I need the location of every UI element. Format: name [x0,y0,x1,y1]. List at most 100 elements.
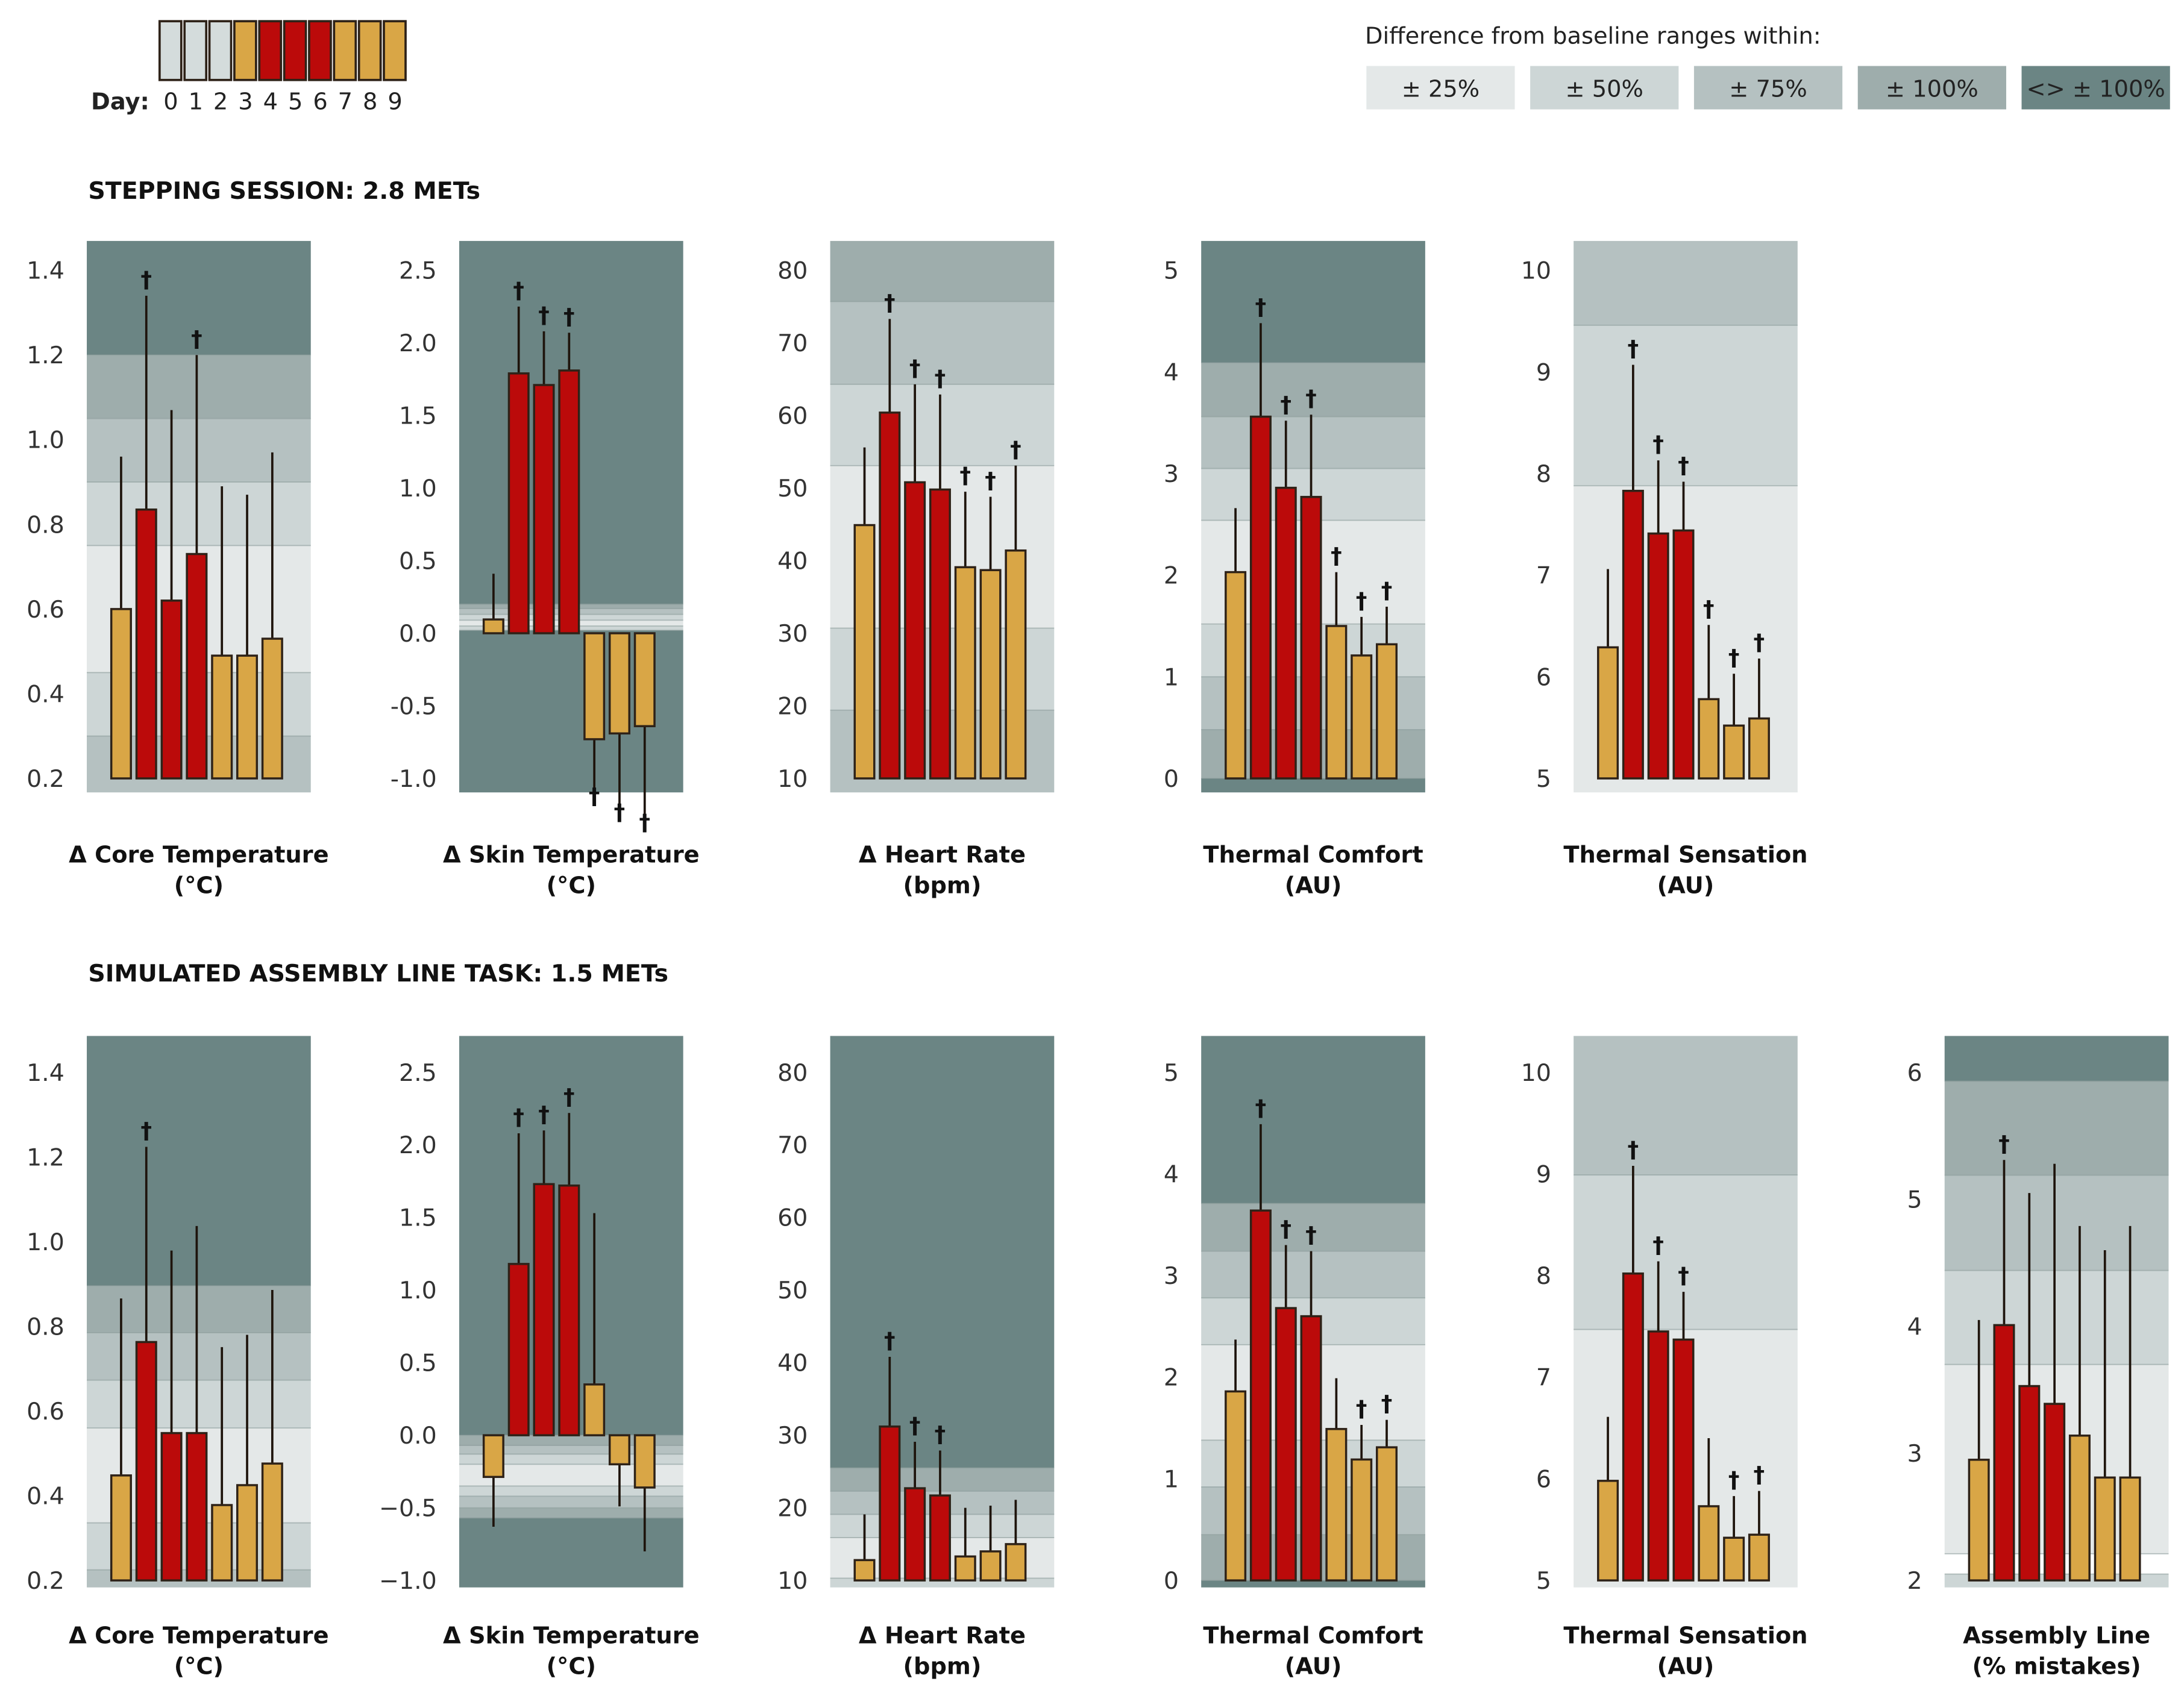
day-swatch [357,20,382,81]
chart-panel: 2.5 2.0 1.5 1.0 0.5 0.0 −0.5 −1.0 † † † Δ Skin Temp… [379,1036,700,1680]
bar-day-7 [1698,1505,1720,1582]
bar-day-5 [160,1432,183,1582]
y-tick-label: 40 [777,1350,808,1377]
chart-title: Δ Core Temperature [69,841,328,868]
y-tick-label: 5 [1907,1186,1922,1214]
bar-day-7 [1698,698,1720,780]
y-tick-label: 2 [1907,1567,1922,1595]
range-band [1944,1036,2169,1081]
y-tick-label: 6 [1536,663,1551,691]
significance-dagger: † [1628,1137,1639,1163]
chart-panel: 10 9 8 7 6 5 † † † † † † Thermal Sensation (AU) [1521,240,1808,899]
bar-day-7 [2068,1435,2091,1582]
bar-day-4 [1622,489,1644,780]
range-band [1201,1036,1425,1204]
bar-day-4 [1622,1272,1644,1582]
y-tick-label: -0.5 [391,692,437,720]
chart-title: Thermal Comfort [1203,1623,1423,1650]
chart-panel: 80 70 60 50 40 30 20 10 † † † Δ Heart Rate (bpm) [777,1036,1055,1680]
day-number: 1 [189,89,203,116]
significance-dagger: † [1255,1095,1267,1121]
y-tick-label: 10 [777,1567,808,1595]
y-tick-label: 0 [1164,1567,1179,1595]
y-tick-label: 1.4 [27,1059,64,1087]
chart-panel: 80 70 60 50 40 30 20 10 † † † † † † Δ Heart Rate (bpm) [777,240,1055,899]
y-tick-label: 0.6 [27,596,64,624]
range-band [87,418,311,483]
bar-day-7 [1325,1428,1348,1582]
y-tick-label: 5 [1164,1059,1179,1087]
chart-title: Thermal Comfort [1203,841,1423,868]
y-tick-label: 1.0 [399,1277,437,1304]
chart-unit: (AU) [1657,872,1715,899]
chart-unit: (AU) [1285,872,1342,899]
y-tick-label: 1.0 [27,427,64,454]
bar-day-4 [135,1341,157,1582]
y-tick-label: 0.5 [399,1350,437,1377]
bar-day-4 [1993,1324,2015,1582]
bar-day-4 [1249,415,1272,780]
bar-day-6 [1672,1338,1695,1582]
significance-dagger: † [1652,431,1664,457]
day-swatch [283,20,307,81]
y-tick-label: 0.0 [399,1422,437,1450]
range-band [830,301,1055,384]
significance-dagger: † [1356,1396,1367,1422]
bar-day-9 [261,637,283,780]
diff-legend-swatch [2021,66,2170,110]
significance-dagger: † [1381,578,1393,604]
bar-day-9 [1005,1543,1027,1582]
bar-day-5 [904,481,926,780]
bar-day-4 [879,412,901,780]
range-band [1201,1580,1425,1588]
bar-day-9 [1376,1446,1398,1582]
bar-day-6 [186,552,208,780]
bar-day-4 [135,509,157,780]
diff-legend-label: <> ± 100% [2026,76,2165,103]
bar-day-6 [558,369,580,634]
significance-dagger: † [1678,453,1689,479]
y-tick-label: 30 [777,620,808,648]
significance-dagger: † [1381,1391,1393,1417]
chart-unit: (bpm) [903,872,982,899]
y-tick-label: 20 [777,1495,808,1523]
range-band [1574,240,1798,325]
diff-legend-label: ± 75% [1729,76,1807,103]
diff-legend-label: ± 100% [1886,76,1978,103]
chart-panel: 2.5 2.0 1.5 1.0 0.5 0.0 -0.5 -1.0 † † † † † † Δ Skin T… [391,240,700,899]
bar-day-7 [954,566,976,780]
section-title-assembly: SIMULATED ASSEMBLY LINE TASK: 1.5 METs [88,960,668,987]
bar-day-4 [507,372,530,634]
day-number: 4 [263,89,278,116]
y-tick-label: 10 [777,765,808,793]
bar-day-3 [1225,571,1247,780]
y-tick-label: 5 [1536,1567,1551,1595]
bar-day-3 [853,524,876,780]
y-tick-label: 7 [1536,562,1551,590]
significance-dagger: † [140,1118,152,1144]
range-band [1201,363,1425,417]
significance-dagger: † [639,810,650,836]
bar-day-9 [633,1434,656,1489]
significance-dagger: † [1010,437,1021,463]
day-swatch [208,20,233,81]
bar-day-8 [979,1550,1002,1582]
significance-dagger: † [884,1328,896,1354]
bar-day-5 [1275,486,1297,780]
y-tick-label: 1 [1164,1465,1179,1493]
day-swatch [233,20,257,81]
range-band [830,1036,1055,1468]
y-tick-label: 6 [1536,1465,1551,1493]
y-tick-label: 1.2 [27,342,64,369]
chart-title: Δ Core Temperature [69,1623,328,1650]
y-tick-label: 8 [1536,1262,1551,1290]
y-tick-label: 2.0 [399,1131,437,1159]
diff-legend-label: ± 25% [1402,76,1480,103]
bar-day-6 [1300,1315,1322,1582]
y-tick-label: 50 [777,475,808,502]
significance-dagger: † [538,1101,550,1127]
chart-panel: 1.4 1.2 1.0 0.8 0.6 0.4 0.2 † † Δ Core Temperatur… [27,240,329,899]
y-tick-label: 0.0 [399,620,437,648]
